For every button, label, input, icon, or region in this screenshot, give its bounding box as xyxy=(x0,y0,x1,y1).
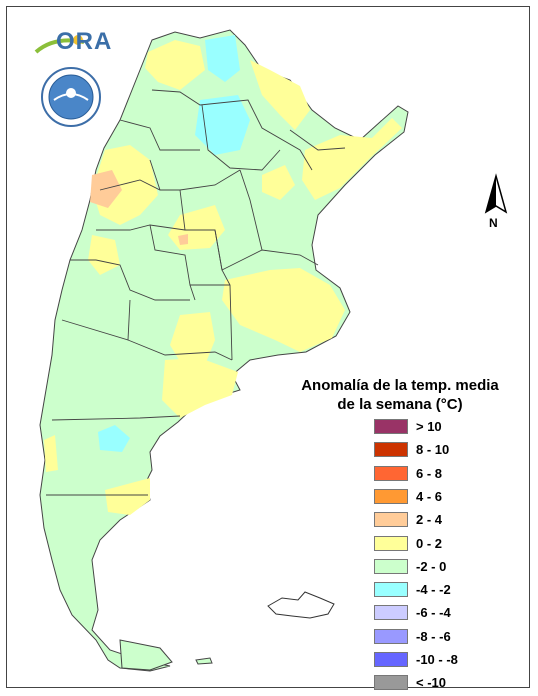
tierra-del-fuego xyxy=(119,639,173,671)
legend-item: 2 - 4 xyxy=(374,512,524,529)
legend-label: -6 - -4 xyxy=(416,605,451,621)
legend-title-line1: Anomalía de la temp. media xyxy=(301,377,499,394)
legend-item: -8 - -6 xyxy=(374,628,524,646)
legend-swatch xyxy=(374,582,408,598)
legend-title: Anomalía de la temp. media de la semana … xyxy=(280,376,520,414)
ora-logo-graphic xyxy=(34,35,85,54)
isla-de-los-estados xyxy=(195,657,213,665)
legend-label: 8 - 10 xyxy=(416,442,450,458)
province-borders xyxy=(46,89,346,496)
legend-item: -6 - -4 xyxy=(374,605,524,622)
ora-logo-text: ORA xyxy=(56,28,113,55)
cold-anomaly-areas xyxy=(98,35,250,452)
legend-item: 8 - 10 xyxy=(374,442,524,459)
smn-seal-graphic xyxy=(41,67,101,127)
legend-swatch xyxy=(374,512,408,528)
legend-swatch xyxy=(374,419,408,434)
hot-anomaly-areas xyxy=(90,170,188,245)
legend-item: > 10 xyxy=(374,419,524,436)
north-arrow-icon xyxy=(484,173,508,214)
map-frame xyxy=(6,6,530,688)
legend-swatch xyxy=(374,628,408,644)
legend-item: 0 - 2 xyxy=(374,535,524,553)
legend-label: 6 - 8 xyxy=(416,465,443,481)
legend-title-line2: de la semana (°C) xyxy=(337,396,463,413)
legend-swatch xyxy=(374,442,408,458)
legend-swatch xyxy=(374,605,408,621)
legend-item: 6 - 8 xyxy=(374,465,524,483)
legend-item: -4 - -2 xyxy=(374,582,524,599)
legend-label: > 10 xyxy=(416,419,442,434)
legend-label: -4 - -2 xyxy=(416,582,451,598)
north-label: N xyxy=(489,216,498,230)
legend-label: -10 - -8 xyxy=(416,652,458,667)
legend-item: -2 - 0 xyxy=(374,558,524,576)
legend-swatch xyxy=(374,675,408,691)
legend-item: -10 - -8 xyxy=(374,652,524,669)
legend-swatch xyxy=(374,558,408,574)
legend-swatch xyxy=(374,535,408,551)
legend-label: 2 - 4 xyxy=(416,512,443,528)
smn-seal xyxy=(40,66,102,128)
legend-label: 0 - 2 xyxy=(416,535,443,551)
legend-label: -2 - 0 xyxy=(416,558,447,574)
legend-item: < -10 xyxy=(374,675,524,692)
legend-label: -8 - -6 xyxy=(416,628,451,644)
ora-logo xyxy=(34,30,106,60)
legend-swatch xyxy=(374,465,408,481)
malvinas-islands xyxy=(267,591,335,619)
legend-label: 4 - 6 xyxy=(416,488,443,504)
legend-swatch xyxy=(374,488,408,504)
legend-item: 4 - 6 xyxy=(374,488,524,506)
legend-swatch xyxy=(374,652,408,667)
legend-label: < -10 xyxy=(416,675,446,691)
